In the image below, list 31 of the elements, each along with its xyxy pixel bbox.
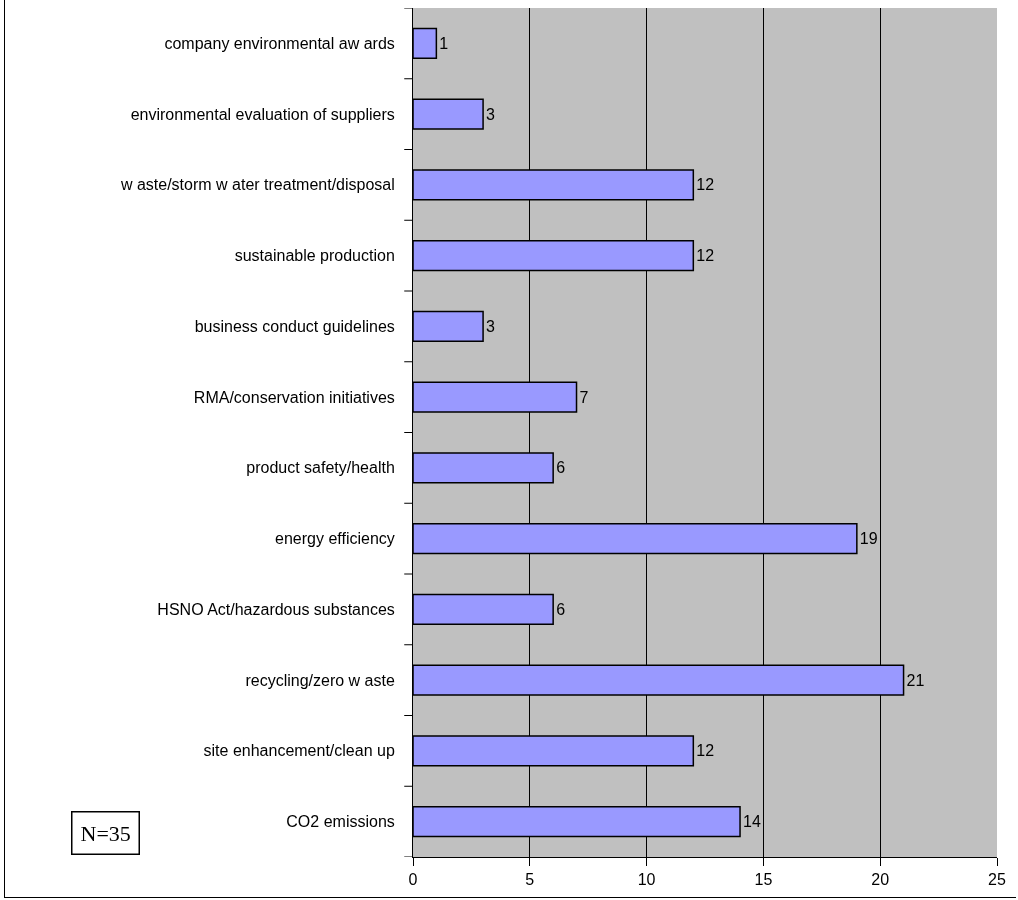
data-label: 3 <box>486 317 496 335</box>
y-tick-label: w aste/storm w ater treatment/disposal <box>119 176 395 194</box>
data-label: 1 <box>439 34 449 52</box>
x-tick-label: 5 <box>525 871 535 889</box>
data-label: 3 <box>486 105 496 123</box>
text: N=35 <box>80 820 131 846</box>
data-label: 7 <box>579 388 589 406</box>
x-tick-label: 25 <box>988 871 1006 889</box>
data-label: 14 <box>743 813 761 831</box>
data-label: 19 <box>859 530 878 548</box>
y-tick-label: sustainable production <box>234 247 395 265</box>
y-tick-label: RMA/conservation initiatives <box>193 388 395 406</box>
y-tick-label: CO2 emissions <box>286 813 395 831</box>
data-label: 6 <box>556 600 566 618</box>
data-label: 12 <box>696 176 715 194</box>
x-tick-label: 0 <box>408 871 418 889</box>
y-tick-label: energy efficiency <box>275 530 395 548</box>
data-label: 12 <box>696 742 715 760</box>
y-tick-label: company environmental aw ards <box>164 34 395 52</box>
x-tick-label: 15 <box>754 871 773 889</box>
y-tick-label: environmental evaluation of suppliers <box>130 105 395 123</box>
data-label: 6 <box>556 459 566 477</box>
data-label: 12 <box>696 247 715 265</box>
y-tick-label: business conduct guidelines <box>194 317 395 335</box>
y-tick-label: product safety/health <box>246 459 395 477</box>
y-tick-label: site enhancement/clean up <box>203 742 395 760</box>
y-tick-label: recycling/zero w aste <box>245 671 395 689</box>
x-tick-label: 20 <box>871 871 890 889</box>
y-tick-label: HSNO Act/hazardous substances <box>157 600 395 618</box>
data-label: 21 <box>906 671 925 689</box>
x-tick-label: 10 <box>637 871 656 889</box>
